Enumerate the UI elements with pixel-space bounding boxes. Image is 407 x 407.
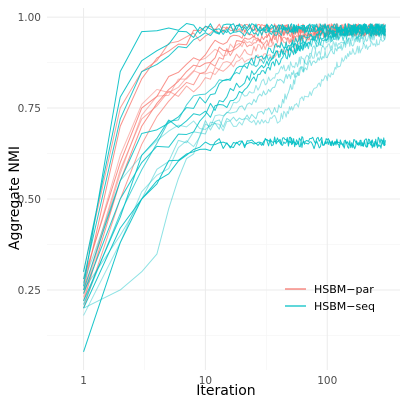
legend-label: HSBM−par — [314, 283, 374, 296]
legend: HSBM−par HSBM−seq — [285, 283, 375, 313]
series-line — [83, 26, 386, 302]
x-tick-labels: 1 10 100 — [80, 375, 337, 387]
series-line — [83, 27, 386, 316]
series-line — [83, 31, 386, 291]
x-tick-label: 100 — [317, 375, 337, 387]
y-tick-label: 0.75 — [18, 103, 41, 115]
series-line — [83, 23, 386, 280]
series-line — [83, 27, 386, 302]
y-tick-label: 1.00 — [18, 12, 41, 24]
legend-label: HSBM−seq — [314, 300, 375, 313]
series-line — [83, 27, 386, 305]
series-line — [83, 26, 386, 294]
x-tick-label: 1 — [80, 375, 87, 387]
y-tick-label: 0.25 — [18, 285, 41, 297]
x-axis-title: Iteration — [196, 383, 255, 399]
series-line — [83, 38, 264, 298]
y-axis-title: Aggregate NMI — [7, 146, 23, 250]
series-line — [83, 136, 386, 352]
series-line — [83, 23, 386, 309]
series-layer — [83, 23, 386, 352]
y-tick-label: 0.50 — [18, 194, 41, 206]
x-tick-label: 10 — [199, 375, 212, 387]
y-tick-labels: 0.25 0.50 0.75 1.00 — [18, 12, 41, 297]
series-line — [83, 35, 386, 283]
